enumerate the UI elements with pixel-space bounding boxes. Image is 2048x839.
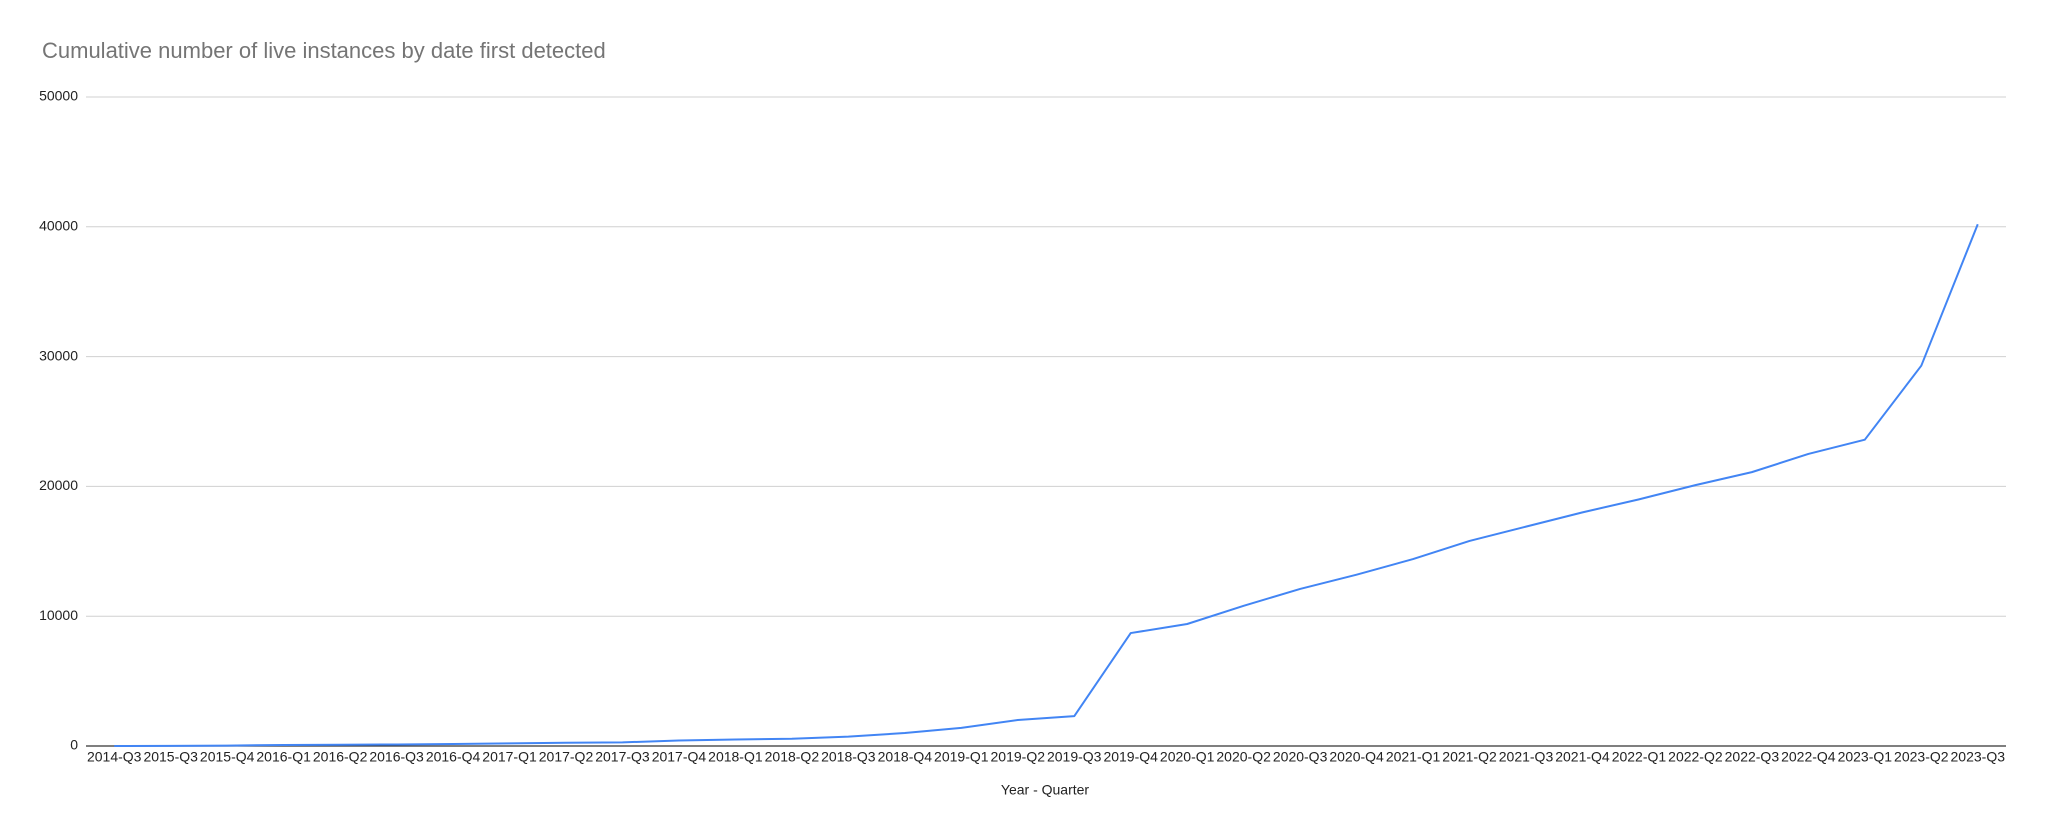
x-tick-label: 2020-Q1 [1160,749,1215,765]
x-tick-label: 2014-Q3 [87,749,142,765]
y-tick-label: 30000 [39,347,78,363]
x-tick-label: 2018-Q3 [821,749,876,765]
x-tick-label: 2022-Q3 [1725,749,1780,765]
y-tick-label: 10000 [39,607,78,623]
x-tick-label: 2022-Q1 [1612,749,1667,765]
x-tick-label: 2016-Q4 [426,749,481,765]
x-tick-label: 2023-Q2 [1894,749,1949,765]
y-tick-label: 20000 [39,477,78,493]
x-tick-label: 2022-Q2 [1668,749,1723,765]
x-tick-label: 2021-Q2 [1442,749,1497,765]
x-tick-label: 2020-Q2 [1216,749,1271,765]
x-tick-label: 2015-Q4 [200,749,255,765]
x-tick-label: 2017-Q2 [539,749,594,765]
x-tick-label: 2023-Q1 [1838,749,1893,765]
x-tick-label: 2023-Q3 [1951,749,2006,765]
x-tick-label: 2017-Q3 [595,749,650,765]
x-tick-label: 2016-Q3 [369,749,424,765]
y-tick-label: 50000 [39,88,78,104]
x-tick-label: 2022-Q4 [1781,749,1836,765]
chart-title: Cumulative number of live instances by d… [42,38,606,63]
x-axis-title: Year - Quarter [1001,782,1090,798]
x-tick-label: 2019-Q4 [1103,749,1158,765]
data-line [114,223,1979,747]
x-tick-label: 2019-Q2 [991,749,1046,765]
x-tick-label: 2021-Q4 [1555,749,1610,765]
y-tick-label: 0 [70,737,78,753]
y-tick-label: 40000 [39,218,78,234]
x-tick-label: 2018-Q2 [765,749,820,765]
x-tick-label: 2019-Q3 [1047,749,1102,765]
x-tick-label: 2021-Q3 [1499,749,1554,765]
x-tick-label: 2016-Q2 [313,749,368,765]
x-tick-label: 2021-Q1 [1386,749,1441,765]
x-tick-label: 2020-Q3 [1273,749,1328,765]
x-tick-label: 2019-Q1 [934,749,989,765]
x-tick-label: 2018-Q4 [878,749,933,765]
x-tick-label: 2017-Q1 [482,749,537,765]
x-tick-label: 2016-Q1 [256,749,311,765]
x-tick-label: 2015-Q3 [143,749,198,765]
x-tick-label: 2020-Q4 [1329,749,1384,765]
x-tick-label: 2018-Q1 [708,749,763,765]
x-tick-label: 2017-Q4 [652,749,707,765]
